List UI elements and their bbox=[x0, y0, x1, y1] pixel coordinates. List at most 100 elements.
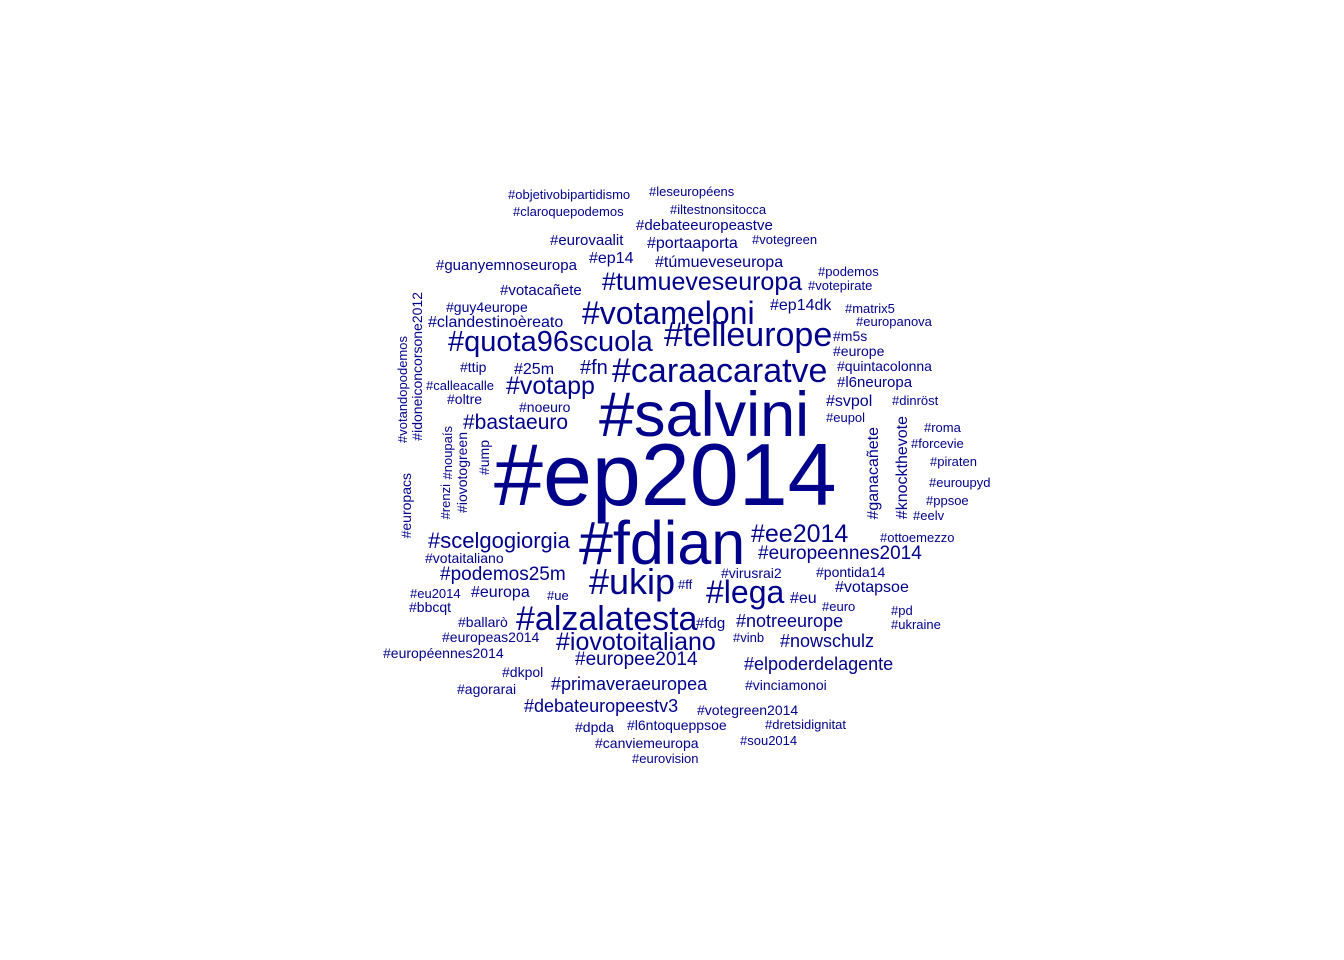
word-guy4europe: #guy4europe bbox=[446, 299, 528, 315]
word-calleacalle: #calleacalle bbox=[426, 378, 494, 393]
word-eurovaalit: #eurovaalit bbox=[550, 232, 624, 249]
word-l6ntoqueppsoe: #l6ntoqueppsoe bbox=[627, 717, 727, 733]
word-eu: #eu bbox=[790, 590, 817, 607]
word-ukraine: #ukraine bbox=[891, 617, 941, 632]
word-ep14dk: #ep14dk bbox=[770, 297, 832, 314]
word-ukip: #ukip bbox=[589, 561, 676, 602]
word-noeuro: #noeuro bbox=[519, 399, 571, 415]
word-oltre: #oltre bbox=[447, 391, 483, 407]
word-votandopodemos: #votandopodemos bbox=[395, 336, 410, 443]
word-ee2014: #ee2014 bbox=[751, 520, 849, 548]
word-europeennes2014: #europeennes2014 bbox=[758, 543, 922, 564]
word-ppsoe: #ppsoe bbox=[926, 493, 969, 508]
word-knockthevote: #knockthevote bbox=[894, 416, 911, 520]
word-fdg: #fdg bbox=[696, 615, 726, 632]
word-fdian: #fdian bbox=[579, 509, 746, 577]
word-dkpol: #dkpol bbox=[502, 664, 544, 680]
word-noupais: #noupaís bbox=[440, 426, 455, 480]
word-claroquepodemos: #claroquepodemos bbox=[513, 204, 624, 219]
word-virusrai2: #virusrai2 bbox=[721, 565, 782, 581]
word-salvini: #salvini bbox=[599, 380, 810, 450]
word-renzi: #renzi bbox=[438, 484, 453, 520]
word-elpoderdelagente: #elpoderdelagente bbox=[744, 654, 894, 674]
word-notreeurope: #notreeurope bbox=[736, 611, 844, 631]
word-ump: #ump bbox=[476, 440, 492, 476]
word-votegreen: #votegreen bbox=[752, 232, 818, 247]
word-quota96scuola: #quota96scuola bbox=[448, 326, 653, 358]
word-votacanete: #votacañete bbox=[500, 282, 582, 299]
word-europeennes2014-accent: #européennes2014 bbox=[383, 645, 504, 661]
word-tumueveseuropa: #tumueveseuropa bbox=[602, 268, 803, 296]
word-ganacanete: #ganacañete bbox=[865, 427, 882, 520]
word-iovotoitaliano: #iovotoitaliano bbox=[556, 628, 716, 656]
word-votameloni: #votameloni bbox=[582, 295, 755, 331]
word-bastaeuro: #bastaeuro bbox=[463, 411, 569, 434]
word-lega: #lega bbox=[706, 574, 785, 610]
word-idoneiconcorsone2012: #idoneiconcorsone2012 bbox=[409, 292, 425, 441]
word-europa: #europa bbox=[471, 584, 530, 601]
word-bbcqt: #bbcqt bbox=[409, 599, 452, 615]
word-iltestnonsitocca: #iltestnonsitocca bbox=[670, 202, 767, 217]
word-ttip: #ttip bbox=[460, 359, 487, 375]
word-forcevie: #forcevie bbox=[911, 436, 964, 451]
word-l6neuropa: #l6neuropa bbox=[837, 374, 913, 391]
word-podemos25m: #podemos25m bbox=[440, 564, 566, 585]
word-sou2014: #sou2014 bbox=[740, 733, 798, 748]
word-europee2014: #europee2014 bbox=[575, 649, 698, 670]
word-votepirate: #votepirate bbox=[808, 278, 873, 293]
word-europanova: #europanova bbox=[856, 314, 932, 329]
word-europacs: #europacs bbox=[398, 473, 414, 539]
word-leseuropeens: #leseuropéens bbox=[649, 184, 735, 199]
word-vinb: #vinb bbox=[733, 630, 765, 645]
word-eelv: #eelv bbox=[913, 508, 945, 523]
word-eurovision: #eurovision bbox=[632, 751, 699, 766]
word-ballaro: #ballarò bbox=[458, 614, 508, 630]
word-ep2014: #ep2014 bbox=[494, 425, 837, 524]
word-m5s: #m5s bbox=[833, 328, 868, 344]
word-svpol: #svpol bbox=[826, 393, 873, 410]
word-iovotogreen: #iovotogreen bbox=[454, 432, 470, 513]
word-ue: #ue bbox=[547, 588, 569, 603]
word-pontida14: #pontida14 bbox=[816, 564, 886, 580]
word-caraacaratve: #caraacaratve bbox=[612, 352, 828, 390]
word-ottoemezzo: #ottoemezzo bbox=[880, 530, 955, 545]
word-votaitaliano: #votaitaliano bbox=[425, 550, 504, 566]
word-dpda: #dpda bbox=[575, 719, 614, 735]
word-alzalatesta: #alzalatesta bbox=[516, 600, 698, 638]
word-guanyemnoseuropa: #guanyemnoseuropa bbox=[436, 257, 577, 274]
word-piraten: #piraten bbox=[930, 454, 977, 469]
word-votapp: #votapp bbox=[506, 372, 595, 400]
word-quintacolonna: #quintacolonna bbox=[837, 358, 932, 374]
word-dinrost: #dinröst bbox=[892, 393, 939, 408]
word-clandestinoereato: #clandestinoèreato bbox=[428, 314, 564, 331]
word-euroupyd: #euroupyd bbox=[929, 475, 991, 490]
word-tumueveseuropa-accent: #túmueveseuropa bbox=[655, 254, 784, 271]
word-euro: #euro bbox=[822, 599, 856, 614]
word-primaveraeuropea: #primaveraeuropea bbox=[551, 674, 708, 694]
word-objetivobipartidismo: #objetivobipartidismo bbox=[508, 187, 631, 202]
word-nowschulz: #nowschulz bbox=[780, 631, 875, 651]
word-agorarai: #agorarai bbox=[457, 681, 517, 697]
word-europeas2014: #europeas2014 bbox=[442, 629, 540, 645]
word-pd: #pd bbox=[891, 603, 913, 618]
word-matrix5: #matrix5 bbox=[845, 301, 895, 316]
word-votegreen2014: #votegreen2014 bbox=[697, 702, 799, 718]
word-portaaporta: #portaaporta bbox=[647, 235, 738, 252]
word-debateuropeestv3: #debateuropeestv3 bbox=[524, 696, 679, 716]
word-debateeuropeastve: #debateeuropeastve bbox=[636, 217, 773, 234]
word-telleurope: #telleurope bbox=[664, 316, 833, 354]
word-votapsoe: #votapsoe bbox=[835, 579, 909, 596]
word-podemos: #podemos bbox=[818, 264, 879, 279]
word-roma: #roma bbox=[924, 420, 961, 435]
word-scelgogiorgia: #scelgogiorgia bbox=[428, 528, 570, 553]
word-eu2014: #eu2014 bbox=[410, 586, 461, 601]
word-eupol: #eupol bbox=[826, 410, 866, 425]
word-europe: #europe bbox=[833, 343, 885, 359]
word-ep14: #ep14 bbox=[589, 250, 634, 267]
word-25m: #25m bbox=[514, 361, 555, 378]
word-vinciamonoi: #vinciamonoi bbox=[745, 677, 827, 693]
word-ff: #ff bbox=[678, 577, 693, 592]
word-fn: #fn bbox=[580, 357, 608, 379]
word-canviemeuropa: #canviemeuropa bbox=[595, 735, 699, 751]
